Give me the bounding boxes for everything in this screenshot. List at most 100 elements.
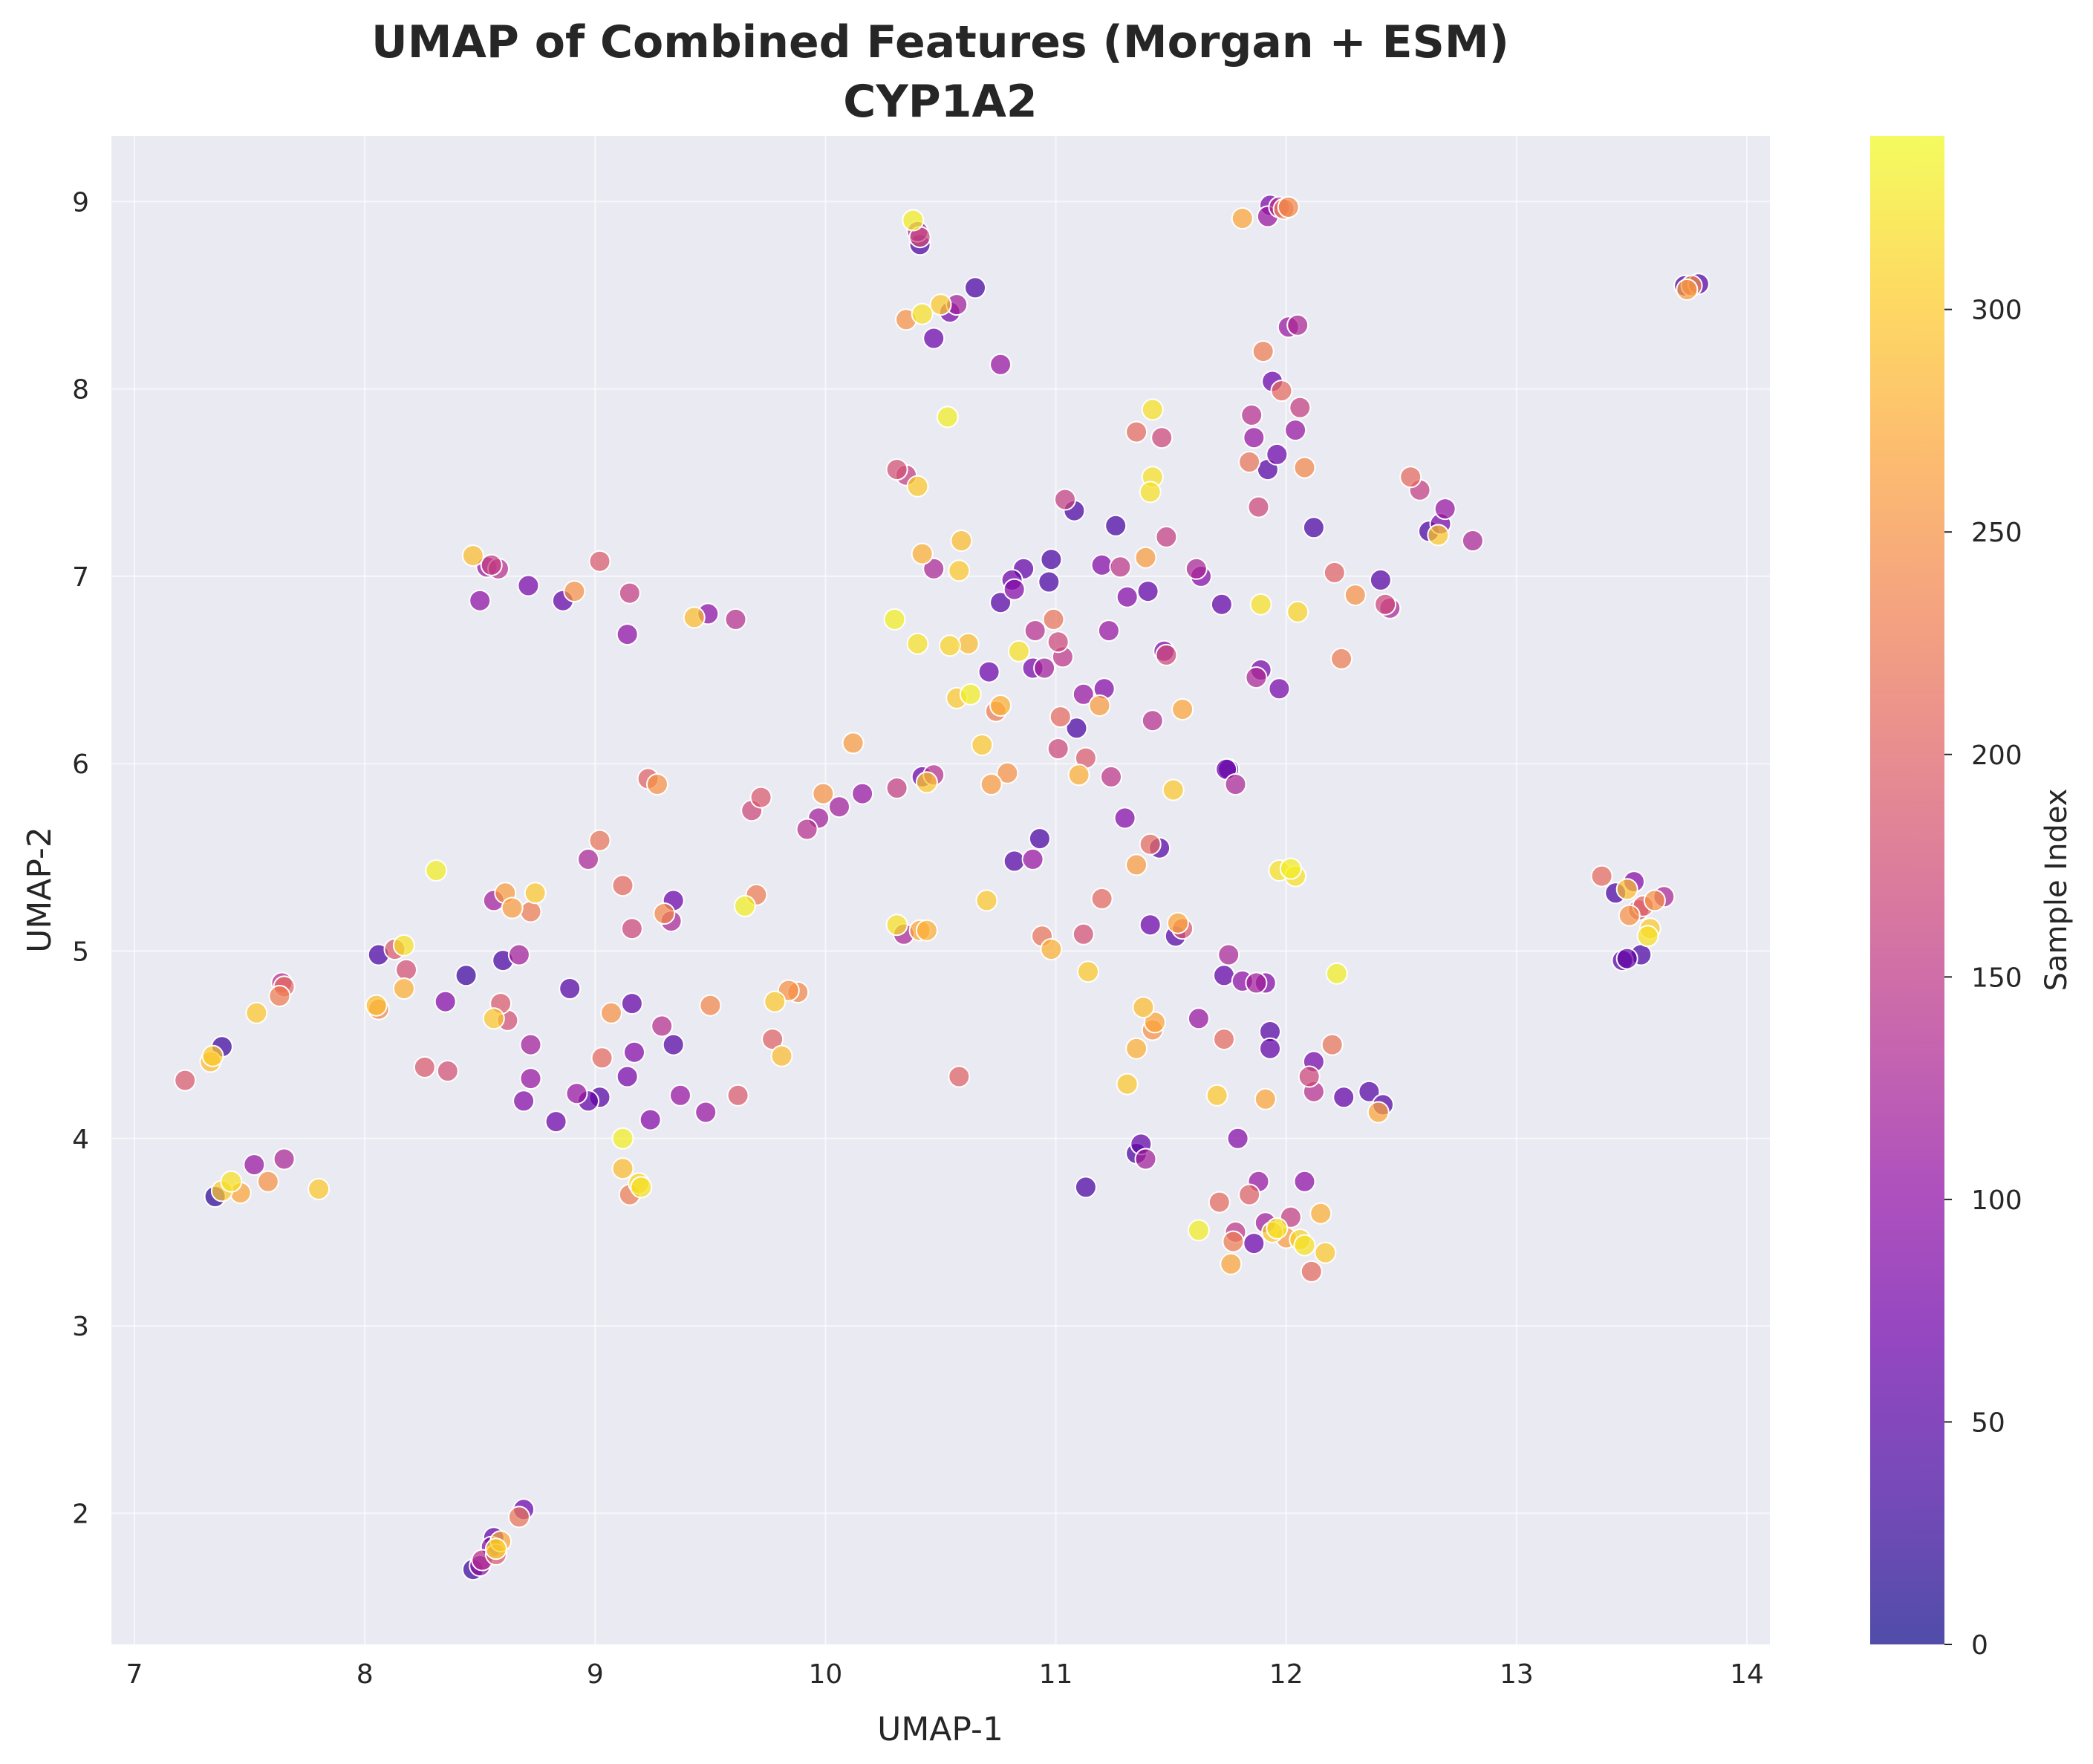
scatter-point [1151, 427, 1172, 448]
scatter-point [990, 695, 1011, 716]
scatter-point [1287, 315, 1308, 336]
scatter-point [1280, 859, 1301, 879]
scatter-point [917, 772, 937, 793]
scatter-point [902, 210, 923, 231]
scatter-point [502, 898, 523, 919]
scatter-point [1092, 555, 1113, 576]
scatter-point [937, 406, 958, 427]
scatter-point [940, 635, 960, 656]
scatter-point [613, 1128, 634, 1149]
colorbar-tick-label: 0 [1971, 1630, 1988, 1661]
x-tick-label: 14 [1730, 1659, 1764, 1690]
scatter-point [728, 1085, 749, 1106]
x-tick-labels: 7 8 9 10 11 12 13 14 [126, 1659, 1764, 1690]
scatter-point [426, 860, 446, 881]
scatter-point [1228, 1128, 1249, 1149]
scatter-point [977, 890, 997, 911]
scatter-point [1266, 444, 1287, 465]
scatter-point [631, 1176, 651, 1197]
scatter-point [1136, 1149, 1156, 1170]
scatter-point [1239, 1185, 1260, 1205]
scatter-point [1333, 1087, 1354, 1107]
scatter-point [951, 530, 971, 551]
scatter-point [246, 1003, 267, 1023]
scatter-point [1266, 1218, 1287, 1239]
scatter-point [647, 774, 668, 795]
y-tick-label: 3 [72, 1312, 89, 1342]
scatter-point [960, 684, 981, 705]
scatter-point [1260, 1038, 1280, 1059]
scatter-point [590, 830, 611, 851]
chart-subtitle: CYP1A2 [843, 76, 1037, 128]
scatter-point [1092, 888, 1113, 909]
scatter-point [244, 1154, 264, 1175]
scatter-point [396, 960, 417, 980]
y-tick-label: 5 [72, 937, 89, 967]
scatter-point [269, 986, 290, 1006]
scatter-point [1225, 774, 1246, 795]
scatter-point [981, 774, 1002, 795]
scatter-point [1055, 489, 1075, 510]
scatter-point [1295, 1235, 1315, 1256]
scatter-point [1115, 807, 1136, 828]
scatter-point [1101, 767, 1122, 787]
scatter-point [885, 609, 905, 630]
scatter-point [908, 476, 928, 497]
scatter-point [1156, 645, 1176, 665]
scatter-point [221, 1171, 241, 1192]
scatter-point [1069, 764, 1090, 785]
scatter-point [1285, 420, 1306, 440]
scatter-point [1214, 965, 1234, 986]
scatter-point [764, 992, 785, 1012]
scatter-point [1287, 602, 1308, 622]
scatter-point [521, 1035, 541, 1055]
scatter-point [394, 935, 414, 956]
colorbar-tick-label: 100 [1971, 1185, 2022, 1216]
scatter-point [923, 328, 944, 349]
scatter-point [1272, 380, 1292, 401]
colorbar-tick-label: 300 [1971, 296, 2022, 326]
scatter-point [1142, 710, 1163, 731]
scatter-point [1117, 1074, 1138, 1095]
scatter-point [1299, 1067, 1320, 1087]
x-axis-label: UMAP-1 [877, 1711, 1003, 1748]
scatter-point [1009, 641, 1029, 662]
scatter-point [651, 1015, 672, 1036]
scatter-point [1211, 594, 1232, 615]
scatter-point [1029, 828, 1050, 849]
scatter-point [1220, 1254, 1241, 1275]
scatter-point [1073, 924, 1094, 945]
scatter-point [640, 1110, 661, 1130]
scatter-point [1034, 658, 1055, 679]
scatter-point [948, 1067, 969, 1087]
scatter-point [1253, 341, 1274, 362]
scatter-point [1462, 530, 1483, 551]
scatter-point [1048, 631, 1069, 652]
scatter-point [1241, 405, 1262, 426]
y-tick-label: 6 [72, 749, 89, 780]
scatter-point [1592, 866, 1612, 887]
scatter-point [1239, 452, 1260, 472]
scatter-point [564, 581, 585, 602]
scatter-point [414, 1057, 435, 1078]
scatter-point [1246, 972, 1266, 993]
scatter-point [1138, 581, 1159, 602]
scatter-point [308, 1179, 329, 1200]
scatter-point [509, 945, 530, 966]
scatter-point [1136, 547, 1156, 568]
scatter-point [613, 1158, 634, 1179]
scatter-point [175, 1070, 195, 1091]
scatter-point [908, 634, 928, 654]
scatter-point [912, 304, 933, 325]
scatter-point [1676, 279, 1697, 300]
scatter-point [1140, 914, 1161, 935]
scatter-point [1370, 570, 1391, 590]
scatter-point [1188, 1220, 1209, 1240]
scatter-point [1140, 481, 1161, 502]
scatter-point [1278, 197, 1299, 218]
scatter-point [1207, 1085, 1228, 1106]
scatter-point [852, 784, 873, 804]
scatter-point [1090, 695, 1110, 716]
scatter-point [797, 819, 818, 840]
scatter-point [1214, 1029, 1234, 1049]
